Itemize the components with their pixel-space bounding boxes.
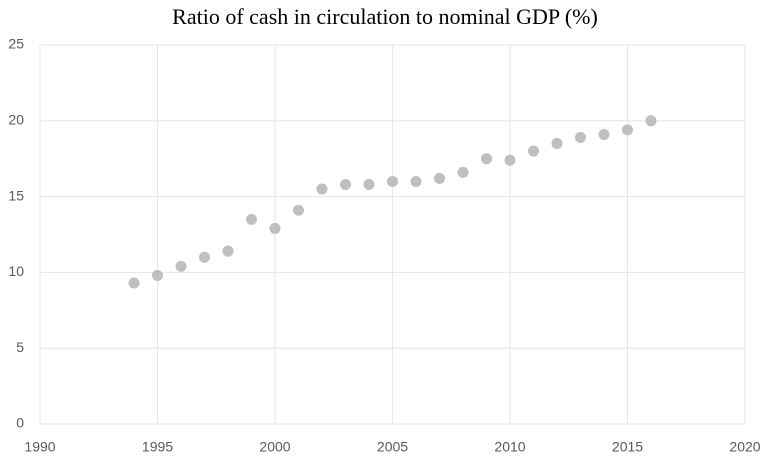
- point: [645, 115, 657, 127]
- y-tick-label: 0: [16, 415, 24, 431]
- point: [152, 269, 163, 281]
- point: [199, 251, 210, 263]
- point: [481, 153, 492, 165]
- y-tick-label: 15: [8, 187, 24, 203]
- point: [528, 145, 539, 157]
- point: [575, 131, 586, 143]
- point: [598, 128, 610, 140]
- point: [551, 138, 563, 150]
- point: [128, 277, 140, 289]
- y-tick-label: 5: [16, 339, 24, 355]
- point: [410, 175, 422, 187]
- x-tick-label: 2020: [729, 439, 760, 455]
- point: [504, 154, 516, 166]
- x-tick-label: 2000: [259, 439, 290, 455]
- point: [293, 204, 304, 216]
- point: [387, 175, 398, 187]
- x-tick-label: 1995: [142, 439, 173, 455]
- point: [340, 178, 351, 190]
- y-tick-label: 20: [8, 112, 24, 128]
- y-tick-label: 10: [8, 263, 24, 279]
- x-tick-label: 1990: [24, 439, 55, 455]
- point: [363, 178, 375, 190]
- x-tick-label: 2005: [377, 439, 408, 455]
- y-tick-label: 25: [8, 36, 24, 52]
- point: [222, 245, 234, 257]
- point: [622, 124, 633, 136]
- x-tick-label: 2010: [494, 439, 525, 455]
- chart-title: Ratio of cash in circulation to nominal …: [172, 4, 598, 29]
- x-tick-label: 2015: [612, 439, 643, 455]
- point: [175, 260, 187, 272]
- point: [246, 213, 257, 225]
- point: [269, 222, 281, 234]
- point: [316, 183, 328, 195]
- point: [434, 172, 445, 184]
- point: [457, 166, 469, 178]
